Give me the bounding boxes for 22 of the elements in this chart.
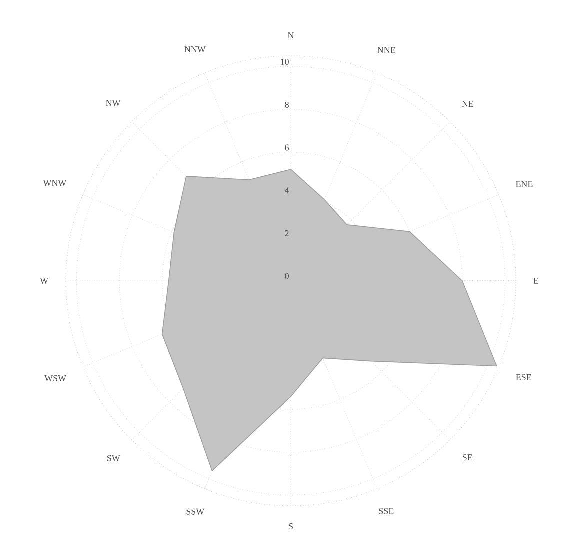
spoke-label: W: [40, 278, 49, 284]
spoke-label: WSW: [44, 375, 67, 382]
spoke-label: NNW: [184, 46, 206, 53]
y-tick-label: 8: [285, 102, 289, 108]
spoke-label: E: [534, 278, 538, 284]
spoke-label: N: [288, 32, 294, 39]
spoke-label: NNE: [378, 47, 396, 54]
spoke-label: ENE: [516, 181, 533, 188]
spoke-label: ESE: [516, 374, 532, 380]
spoke-label: SSE: [379, 508, 394, 514]
spoke-label: SW: [108, 455, 120, 462]
y-tick-label: 2: [285, 230, 289, 236]
y-tick-label: 6: [285, 144, 290, 151]
spoke-label: SSW: [186, 508, 205, 515]
spoke-label: NW: [106, 100, 121, 106]
y-tick-label: 10: [281, 58, 289, 66]
spoke-label: NE: [462, 101, 474, 107]
spoke-label: S: [289, 523, 293, 530]
spoke-label: WNW: [43, 180, 67, 186]
y-tick-label: 4: [284, 188, 290, 194]
y-tick-label: 0: [285, 273, 289, 280]
spoke-label: SE: [462, 454, 472, 461]
